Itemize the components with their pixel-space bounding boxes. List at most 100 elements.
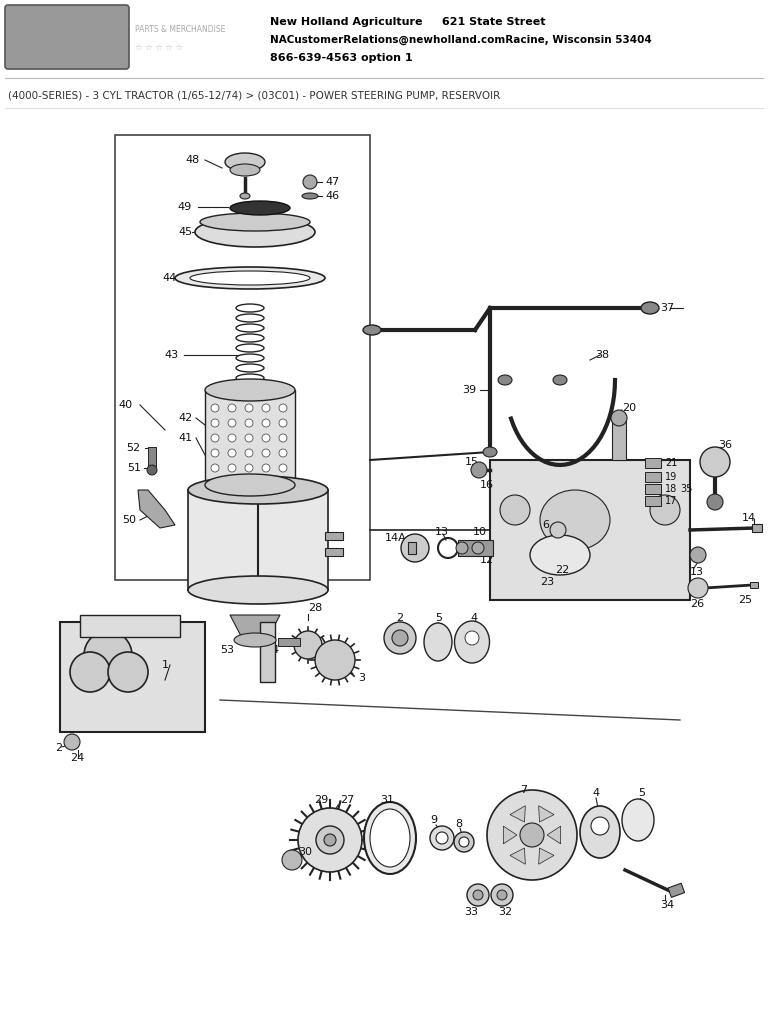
Bar <box>148 447 156 467</box>
Ellipse shape <box>424 623 452 662</box>
Ellipse shape <box>230 164 260 176</box>
Text: 15: 15 <box>465 457 479 467</box>
Text: 31: 31 <box>380 795 394 805</box>
Text: ☆ ☆ ☆ ☆ ☆: ☆ ☆ ☆ ☆ ☆ <box>135 43 183 52</box>
Bar <box>490 460 690 600</box>
Ellipse shape <box>591 817 609 835</box>
Text: 5: 5 <box>435 613 442 623</box>
Ellipse shape <box>175 267 325 289</box>
Text: 18: 18 <box>665 484 677 494</box>
Text: 4: 4 <box>592 788 599 798</box>
Bar <box>645 484 661 494</box>
Circle shape <box>147 465 157 475</box>
Text: 52: 52 <box>126 443 140 453</box>
Ellipse shape <box>230 201 290 215</box>
Text: 5: 5 <box>638 788 645 798</box>
Text: 49: 49 <box>177 202 191 212</box>
Text: 45: 45 <box>178 227 192 237</box>
Circle shape <box>611 410 627 426</box>
Circle shape <box>282 850 302 870</box>
Text: 19: 19 <box>665 472 677 482</box>
Polygon shape <box>138 490 175 528</box>
Text: 26: 26 <box>690 599 704 609</box>
Circle shape <box>430 826 454 850</box>
Text: 2: 2 <box>55 743 62 753</box>
Text: 2: 2 <box>396 613 403 623</box>
Ellipse shape <box>364 802 416 874</box>
Text: 42: 42 <box>178 413 192 423</box>
Circle shape <box>228 404 236 412</box>
Bar <box>645 484 661 494</box>
Text: 41: 41 <box>178 433 192 443</box>
Text: 24: 24 <box>70 753 84 763</box>
Circle shape <box>471 462 487 478</box>
Circle shape <box>211 404 219 412</box>
Text: 7: 7 <box>520 785 527 795</box>
Bar <box>260 622 275 682</box>
Ellipse shape <box>455 621 489 663</box>
Circle shape <box>245 404 253 412</box>
Ellipse shape <box>483 447 497 457</box>
Circle shape <box>650 495 680 525</box>
Circle shape <box>228 419 236 427</box>
Text: 20: 20 <box>622 403 636 413</box>
Ellipse shape <box>530 535 590 575</box>
Circle shape <box>298 808 362 872</box>
Ellipse shape <box>190 271 310 285</box>
Ellipse shape <box>641 302 659 314</box>
Circle shape <box>472 542 484 554</box>
Circle shape <box>279 419 287 427</box>
Circle shape <box>279 464 287 472</box>
Text: 30: 30 <box>298 847 312 857</box>
Circle shape <box>520 823 544 847</box>
Circle shape <box>245 434 253 442</box>
Bar <box>80 615 180 637</box>
Circle shape <box>228 434 236 442</box>
Circle shape <box>700 447 730 477</box>
Text: 25: 25 <box>738 595 752 605</box>
Text: 13: 13 <box>435 527 449 537</box>
Polygon shape <box>510 848 525 864</box>
Text: 9: 9 <box>430 815 437 825</box>
Circle shape <box>315 640 355 680</box>
Polygon shape <box>538 806 554 822</box>
Circle shape <box>211 434 219 442</box>
Text: 36: 36 <box>718 440 732 450</box>
Ellipse shape <box>205 474 295 496</box>
Polygon shape <box>547 826 561 844</box>
Circle shape <box>707 494 723 510</box>
Circle shape <box>454 831 474 852</box>
Circle shape <box>84 631 132 679</box>
Text: 54: 54 <box>265 645 279 655</box>
Circle shape <box>459 837 469 847</box>
Text: 38: 38 <box>595 350 609 360</box>
Bar <box>750 582 758 588</box>
Ellipse shape <box>234 633 276 647</box>
Text: 12: 12 <box>480 555 494 565</box>
Ellipse shape <box>622 799 654 841</box>
Bar <box>612 420 626 460</box>
Polygon shape <box>230 615 280 638</box>
Ellipse shape <box>188 476 328 504</box>
Text: 1: 1 <box>162 660 169 670</box>
Text: 866-639-4563 option 1: 866-639-4563 option 1 <box>270 53 412 63</box>
Text: 35: 35 <box>680 484 693 494</box>
Text: 34: 34 <box>660 900 674 910</box>
Bar <box>645 458 661 468</box>
Bar <box>645 496 661 506</box>
Ellipse shape <box>195 217 315 247</box>
Text: 8: 8 <box>455 819 462 829</box>
Ellipse shape <box>498 375 512 385</box>
Text: 47: 47 <box>325 177 339 187</box>
Text: 53: 53 <box>220 645 234 655</box>
Ellipse shape <box>580 806 620 858</box>
Text: 29: 29 <box>314 795 328 805</box>
Text: 14A: 14A <box>385 534 407 543</box>
Text: 48: 48 <box>185 155 199 165</box>
Circle shape <box>436 831 448 844</box>
Ellipse shape <box>465 631 479 645</box>
Circle shape <box>491 884 513 906</box>
Text: ⊙ NEW HOLLAND: ⊙ NEW HOLLAND <box>22 28 108 37</box>
Bar <box>458 540 493 556</box>
Circle shape <box>401 534 429 562</box>
